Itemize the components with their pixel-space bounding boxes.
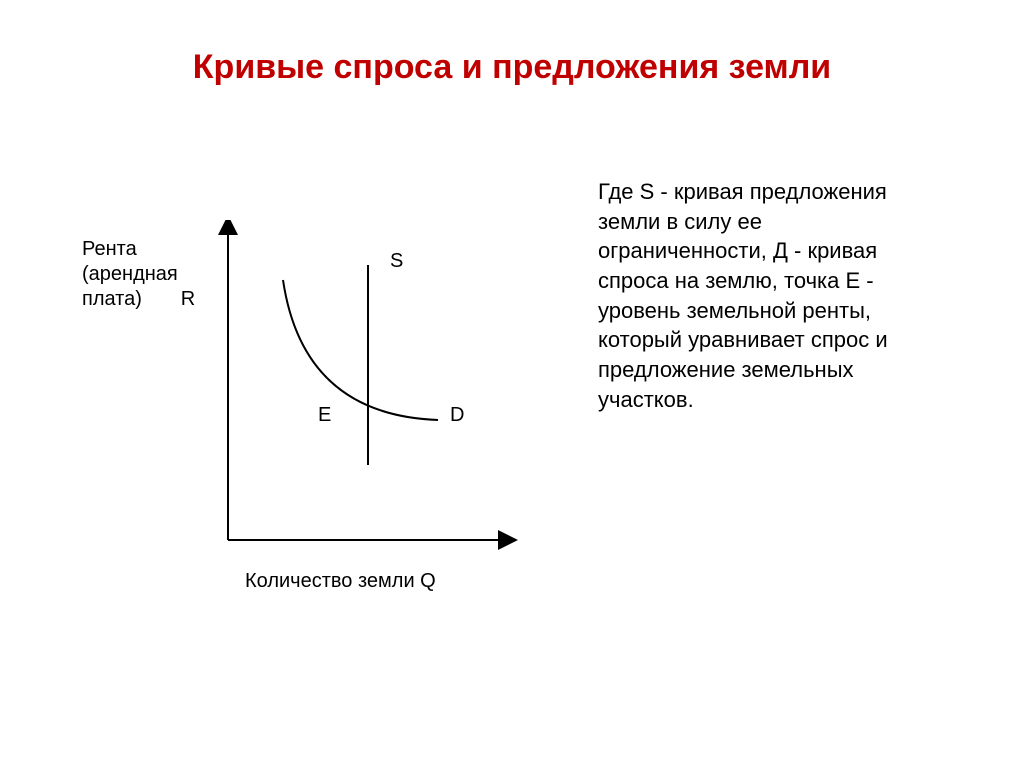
- demand-curve: [283, 280, 438, 420]
- description-text: Где S - кривая предложения земли в силу …: [598, 177, 933, 415]
- x-axis-label: Количество земли Q: [245, 570, 436, 593]
- slide-title: Кривые спроса и предложения земли: [0, 48, 1024, 87]
- label-supply: S: [390, 250, 403, 273]
- supply-demand-chart: [208, 220, 518, 555]
- label-equilibrium: E: [318, 404, 331, 427]
- label-demand: D: [450, 404, 464, 427]
- y-axis-label: Рента (арендная плата) R: [82, 237, 195, 312]
